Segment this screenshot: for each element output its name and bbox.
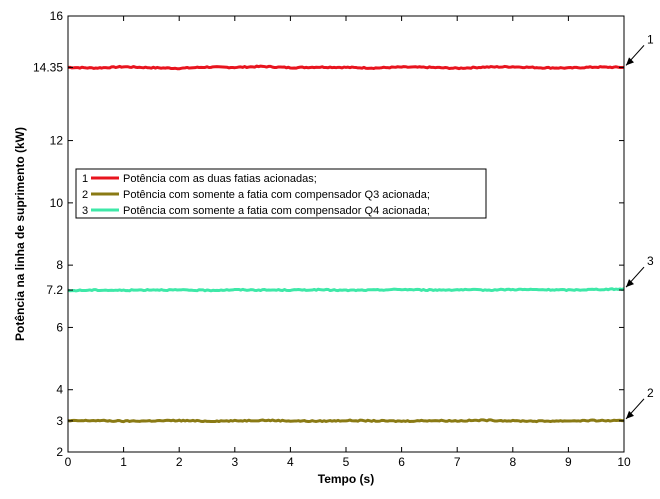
x-tick-label: 2 xyxy=(176,455,183,469)
legend-entry: Potência com somente a fatia com compens… xyxy=(123,189,430,201)
annotation-arrow-head xyxy=(626,57,634,66)
y-tick-label: 7.2 xyxy=(46,283,63,297)
x-axis-ticks: 0 1 2 3 4 5 6 7 8 9 10 xyxy=(65,16,631,469)
series-line-3 xyxy=(67,287,625,293)
x-tick-label: 5 xyxy=(343,455,350,469)
y-tick-label: 16 xyxy=(50,9,64,23)
annotation-arrow-head xyxy=(626,410,634,419)
y-axis-label: Potência na linha de suprimento (kW) xyxy=(13,127,27,341)
annotation-label: 3 xyxy=(647,254,654,268)
annotations: 1 3 2 xyxy=(625,32,654,420)
legend-number: 1 xyxy=(82,173,88,185)
series-line-2 xyxy=(67,418,625,424)
annotation-label: 2 xyxy=(647,386,654,400)
y-tick-label: 8 xyxy=(56,258,63,272)
x-tick-label: 4 xyxy=(287,455,294,469)
legend-entry: Potência com as duas fatias acionadas; xyxy=(123,173,317,185)
x-tick-label: 6 xyxy=(398,455,405,469)
x-tick-label: 10 xyxy=(617,455,631,469)
y-tick-label: 3 xyxy=(56,414,63,428)
legend-number: 2 xyxy=(82,189,88,201)
y-tick-label: 12 xyxy=(50,134,64,148)
x-tick-label: 9 xyxy=(565,455,572,469)
y-tick-label: 10 xyxy=(50,196,64,210)
series-line-1 xyxy=(67,64,625,71)
y-tick-label: 14.35 xyxy=(33,60,63,74)
x-tick-label: 0 xyxy=(65,455,72,469)
x-axis-label: Tempo (s) xyxy=(318,472,374,486)
annotation-label: 1 xyxy=(647,32,654,46)
series-layer xyxy=(67,64,625,424)
y-tick-label: 2 xyxy=(56,445,63,459)
y-tick-label: 4 xyxy=(56,383,63,397)
legend-box xyxy=(75,168,487,219)
legend: 1 Potência com as duas fatias acionadas; 2… xyxy=(75,168,487,219)
y-tick-label: 6 xyxy=(56,320,63,334)
x-tick-label: 7 xyxy=(454,455,461,469)
annotation-arrow-head xyxy=(626,279,634,288)
x-tick-label: 8 xyxy=(509,455,516,469)
legend-number: 3 xyxy=(82,205,88,217)
legend-entry: Potência com somente a fatia com compens… xyxy=(123,205,430,217)
x-tick-label: 1 xyxy=(120,455,127,469)
x-tick-label: 3 xyxy=(231,455,238,469)
